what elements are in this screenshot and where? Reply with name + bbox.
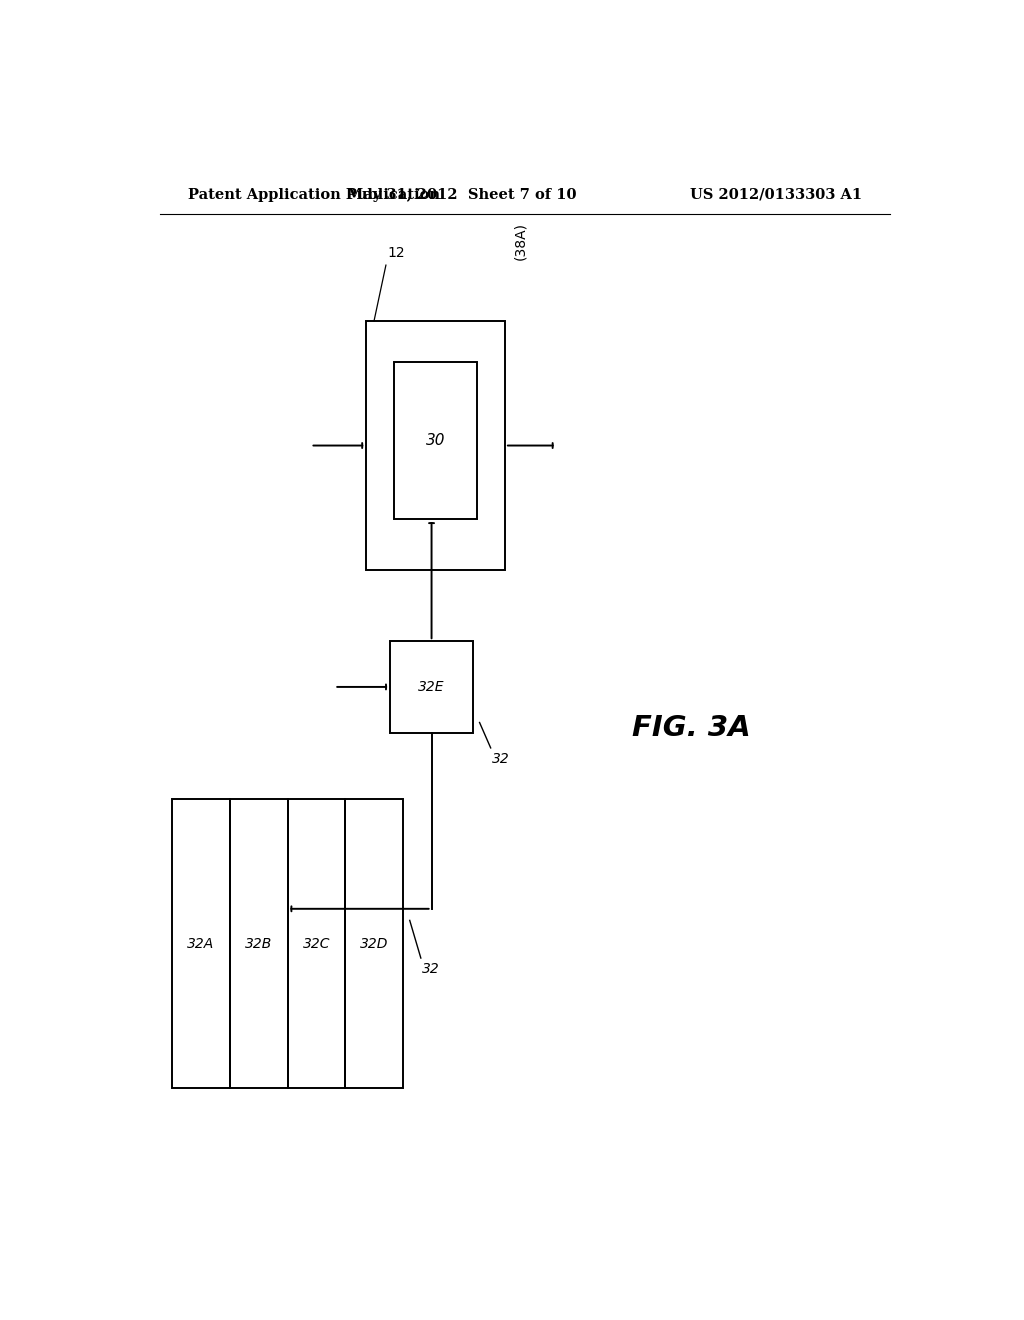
Text: Patent Application Publication: Patent Application Publication (187, 187, 439, 202)
Text: 32A: 32A (187, 937, 214, 950)
Text: 32D: 32D (360, 937, 388, 950)
Text: 32C: 32C (303, 937, 330, 950)
Text: 32B: 32B (245, 937, 272, 950)
Text: 32: 32 (423, 962, 440, 975)
Text: 12: 12 (387, 246, 406, 260)
Text: (38A): (38A) (513, 222, 527, 260)
Text: US 2012/0133303 A1: US 2012/0133303 A1 (690, 187, 862, 202)
Text: 32: 32 (493, 752, 510, 766)
Text: FIG. 3A: FIG. 3A (632, 714, 751, 742)
Bar (394, 362, 477, 519)
Bar (288, 799, 345, 1089)
Bar (390, 642, 473, 733)
Bar (229, 799, 288, 1089)
Bar (172, 799, 229, 1089)
Bar (367, 321, 505, 570)
Text: 30: 30 (426, 433, 445, 447)
Text: May 31, 2012  Sheet 7 of 10: May 31, 2012 Sheet 7 of 10 (346, 187, 577, 202)
Bar (345, 799, 403, 1089)
Text: 32E: 32E (418, 680, 444, 694)
